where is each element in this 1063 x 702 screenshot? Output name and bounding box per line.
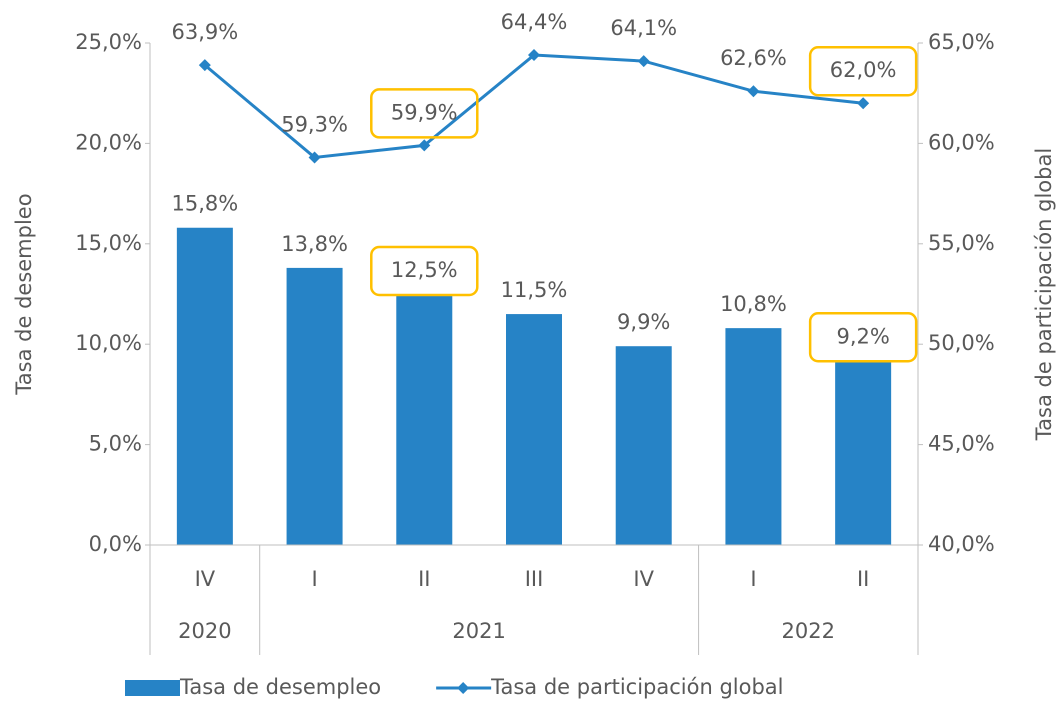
legend-swatch <box>125 680 180 696</box>
bar-label: 9,2% <box>836 324 889 348</box>
highlight-box <box>808 312 918 363</box>
bar-label: 9,9% <box>617 310 670 334</box>
x-tick-label: II <box>418 567 430 591</box>
marker <box>637 55 650 68</box>
marker <box>747 85 760 98</box>
bar <box>176 227 233 545</box>
highlight-box <box>808 45 918 97</box>
bar <box>615 346 672 545</box>
marker <box>308 151 321 164</box>
x-tick-label: II <box>857 567 869 591</box>
point-label: 62,6% <box>720 46 787 70</box>
bar-label: 12,5% <box>391 258 458 282</box>
bar-label: 15,8% <box>171 192 238 216</box>
y2-tick-label: 45,0% <box>928 432 995 456</box>
bar <box>725 328 782 545</box>
marker <box>528 49 540 62</box>
legend-label: Tasa de participación global <box>490 675 783 699</box>
bar-label: 13,8% <box>281 232 348 256</box>
y-tick-label: 0,0% <box>89 532 142 556</box>
point-label: 59,9% <box>391 100 458 124</box>
bar <box>396 294 453 545</box>
highlight-box <box>370 88 479 139</box>
x-tick-label: IV <box>195 567 216 591</box>
bar-label: 10,8% <box>720 292 787 316</box>
legend-label: Tasa de desempleo <box>179 675 381 699</box>
y-tick-label: 5,0% <box>89 432 142 456</box>
x-tick-label: IV <box>633 567 654 591</box>
y2-axis-title: Tasa de participación global <box>1032 148 1056 441</box>
y2-tick-label: 50,0% <box>928 331 995 355</box>
bar-label: 11,5% <box>501 278 568 302</box>
point-label: 64,1% <box>610 16 677 40</box>
y2-tick-label: 65,0% <box>928 30 995 54</box>
highlight-box <box>370 245 479 297</box>
x-tick-label: I <box>750 567 756 591</box>
point-label: 59,3% <box>281 112 348 136</box>
y2-tick-label: 40,0% <box>928 532 995 556</box>
legend-swatch <box>457 682 470 694</box>
y-axis-title: Tasa de desempleo <box>12 193 36 395</box>
group-label: 2021 <box>452 619 505 643</box>
y2-tick-label: 55,0% <box>928 231 995 255</box>
marker <box>857 97 870 110</box>
marker <box>198 59 211 72</box>
line <box>203 53 864 160</box>
point-label: 62,0% <box>830 58 897 82</box>
y-tick-label: 15,0% <box>75 231 142 255</box>
y2-tick-label: 60,0% <box>928 130 995 154</box>
y-tick-label: 20,0% <box>75 130 142 154</box>
point-label: 63,9% <box>171 20 238 44</box>
y-tick-label: 25,0% <box>75 30 142 54</box>
point-label: 64,4% <box>501 10 568 34</box>
group-label: 2020 <box>178 619 231 643</box>
x-tick-label: I <box>311 567 317 591</box>
bar <box>835 360 892 545</box>
marker <box>418 139 431 152</box>
bar <box>286 267 343 545</box>
bar <box>506 314 562 545</box>
group-label: 2022 <box>782 619 835 643</box>
x-tick-label: III <box>525 567 544 591</box>
y-tick-label: 10,0% <box>75 331 142 355</box>
